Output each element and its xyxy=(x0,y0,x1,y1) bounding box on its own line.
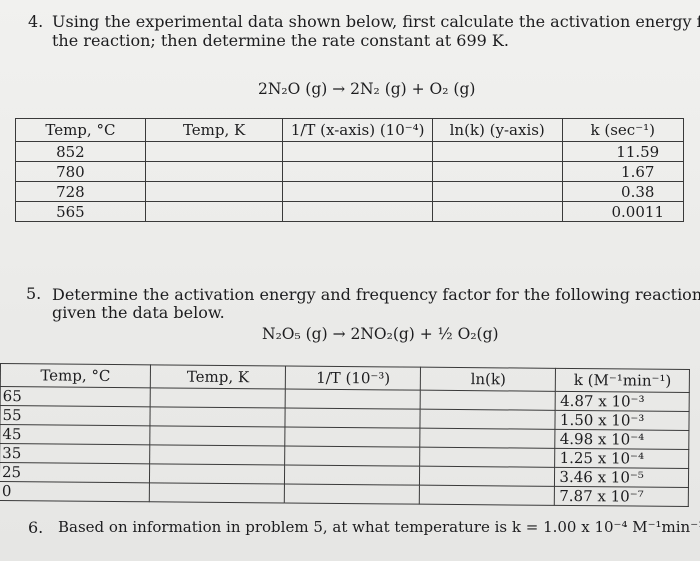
q5-cell-temp-c: 25 xyxy=(0,462,150,483)
q5-cell-temp-c: 55 xyxy=(0,405,151,426)
q6-text: Based on information in problem 5, at wh… xyxy=(58,518,700,536)
q4-cell-temp-k xyxy=(144,181,284,202)
q5-header-temp-c: Temp, °C xyxy=(0,363,151,388)
q5-cell-inverse-t xyxy=(284,426,421,448)
q4-table-header-row: Temp, °C Temp, K 1/T (x-axis) (10⁻⁴) ln(… xyxy=(15,118,685,142)
q5-number: 5. xyxy=(26,284,42,303)
q4-cell-temp-k xyxy=(144,141,284,162)
q5-cell-temp-c: 45 xyxy=(0,424,150,445)
q5-cell-temp-k xyxy=(149,482,285,503)
q4-cell-inverse-t xyxy=(282,201,433,222)
q4-text-line1: Using the experimental data shown below,… xyxy=(52,12,700,31)
q4-cell-temp-c: 780 xyxy=(15,161,146,182)
q5-cell-inverse-t xyxy=(285,407,421,429)
q5-cell-k: 7.87 x 10⁻⁷ xyxy=(554,486,689,507)
q5-equation: N₂O₅ (g) → 2NO₂(g) + ½ O₂(g) xyxy=(262,325,499,343)
q5-header-temp-k: Temp, K xyxy=(150,364,286,389)
q4-cell-temp-c: 852 xyxy=(15,141,146,162)
q5-cell-temp-c: 0 xyxy=(0,481,150,502)
q5-cell-inverse-t xyxy=(284,464,420,486)
q4-equation: 2N₂O (g) → 2N₂ (g) + O₂ (g) xyxy=(258,80,476,98)
q5-cell-inverse-t xyxy=(285,388,421,410)
q4-cell-lnk xyxy=(431,161,563,182)
table-row: 728 0.38 xyxy=(15,181,685,202)
q4-cell-lnk xyxy=(431,141,563,162)
q5-cell-temp-k xyxy=(149,463,285,484)
q4-cell-lnk xyxy=(431,201,563,222)
q5-cell-inverse-t xyxy=(284,445,421,467)
q5-cell-k: 4.98 x 10⁻⁴ xyxy=(555,429,689,450)
q4-header-inverse-t: 1/T (x-axis) (10⁻⁴) xyxy=(282,118,433,142)
q5-cell-temp-c: 35 xyxy=(0,443,150,464)
q5-header-lnk: ln(k) xyxy=(420,367,556,392)
q4-cell-k: 0.38 xyxy=(561,181,685,202)
q5-cell-temp-c: 65 xyxy=(0,386,151,407)
q5-cell-lnk xyxy=(419,447,556,468)
q5-text-line1: Determine the activation energy and freq… xyxy=(52,285,700,304)
q6-number: 6. xyxy=(28,518,44,537)
q4-cell-temp-k xyxy=(144,201,284,222)
q5-cell-temp-k xyxy=(149,425,286,446)
q5-cell-lnk xyxy=(420,409,556,430)
q5-header-inverse-t: 1/T (10⁻³) xyxy=(285,365,421,391)
table-row: 780 1.67 xyxy=(15,161,685,182)
q5-header-k: k (M⁻¹min⁻¹) xyxy=(555,368,690,393)
q4-header-lnk: ln(k) (y-axis) xyxy=(431,118,563,142)
q4-header-temp-c: Temp, °C xyxy=(15,118,146,142)
q5-cell-lnk xyxy=(419,466,556,487)
q4-cell-k: 0.0011 xyxy=(561,201,685,222)
q5-cell-temp-k xyxy=(149,444,285,465)
q5-cell-lnk xyxy=(420,390,556,411)
q5-cell-k: 4.87 x 10⁻³ xyxy=(555,391,690,412)
q5-cell-k: 1.25 x 10⁻⁴ xyxy=(555,448,689,469)
q4-header-temp-k: Temp, K xyxy=(144,118,284,142)
q4-cell-inverse-t xyxy=(282,141,433,162)
q4-cell-lnk xyxy=(431,181,563,202)
q5-cell-k: 1.50 x 10⁻³ xyxy=(555,410,690,431)
q4-cell-inverse-t xyxy=(282,181,433,202)
q4-cell-inverse-t xyxy=(282,161,433,182)
q5-cell-k: 3.46 x 10⁻⁵ xyxy=(554,467,689,488)
q4-cell-k: 1.67 xyxy=(561,161,685,182)
q5-cell-lnk xyxy=(419,485,555,506)
q4-text-line2: the reaction; then determine the rate co… xyxy=(52,31,509,50)
q4-cell-temp-k xyxy=(144,161,284,182)
q4-cell-temp-c: 565 xyxy=(15,201,146,222)
q5-cell-temp-k xyxy=(150,387,286,408)
q4-data-table: Temp, °C Temp, K 1/T (x-axis) (10⁻⁴) ln(… xyxy=(15,118,685,222)
table-row: 565 0.0011 xyxy=(15,201,685,222)
q4-number: 4. xyxy=(28,12,44,31)
q4-cell-k: 11.59 xyxy=(561,141,685,162)
q5-cell-temp-k xyxy=(149,406,286,427)
q5-cell-lnk xyxy=(420,428,556,449)
q4-cell-temp-c: 728 xyxy=(15,181,146,202)
q5-data-table: Temp, °C Temp, K 1/T (10⁻³) ln(k) k (M⁻¹… xyxy=(0,363,690,507)
q4-header-k: k (sec⁻¹) xyxy=(561,118,685,142)
q5-cell-inverse-t xyxy=(284,483,420,505)
q5-text-line2: given the data below. xyxy=(52,303,225,322)
table-row: 852 11.59 xyxy=(15,141,685,162)
